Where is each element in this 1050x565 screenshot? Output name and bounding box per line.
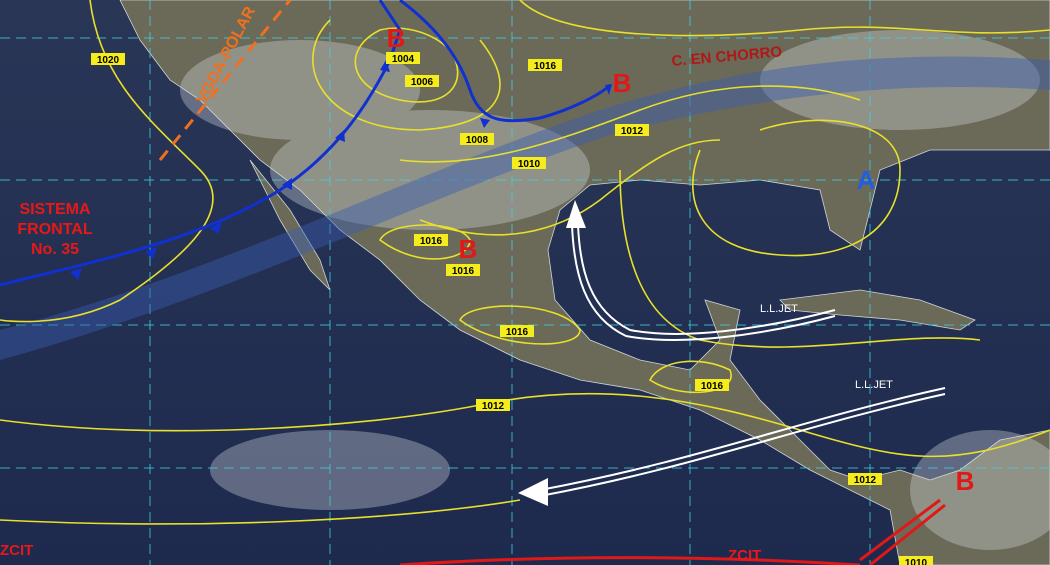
isobar-label: 1012: [621, 126, 644, 137]
low-level-jet-label: L.L.JET: [855, 379, 893, 391]
isobar-label-box: [460, 133, 494, 145]
jet-arrowheads: [518, 200, 586, 506]
itcz-label: ZCIT: [728, 547, 761, 564]
polar-trough-line: [158, 0, 292, 161]
isobar-label-box: [695, 379, 729, 391]
isobar-label: 1016: [420, 236, 443, 247]
isobar-label: 1016: [452, 266, 475, 277]
isobar-label: 1008: [466, 135, 489, 146]
isobar-label-box: [405, 75, 439, 87]
isobar-label-box: [414, 234, 448, 246]
itcz: [399, 498, 946, 565]
low-level-jets: [539, 224, 946, 497]
isobar-label-box: [386, 52, 420, 64]
pressure-center: B: [387, 23, 406, 53]
isobar-label-box: [528, 59, 562, 71]
isobar-label: 1010: [905, 558, 928, 565]
pressure-center: B: [613, 68, 632, 98]
land: [119, 0, 1050, 565]
frontal-system-label: No. 35: [31, 241, 79, 258]
frontal-system-label: FRONTAL: [17, 221, 92, 238]
low-level-jet-label: L.L.JET: [760, 303, 798, 315]
isobar-label-box: [512, 157, 546, 169]
pressure-center: B: [956, 466, 975, 496]
isobar-label-box: [446, 264, 480, 276]
front: [399, 0, 612, 123]
isobar-label: 1010: [518, 159, 541, 170]
pressure-center: B: [459, 234, 478, 264]
isobar-label-box: [91, 53, 125, 65]
frontal-system-label: SISTEMA: [19, 201, 91, 218]
isobar-label: 1016: [534, 61, 557, 72]
clouds: [180, 30, 1050, 550]
isobar-label: 1016: [506, 327, 529, 338]
jet-stream-band: [0, 56, 1050, 360]
isobar-label: 1012: [854, 475, 877, 486]
isobar-label: 1020: [97, 55, 120, 66]
pressure-center: A: [857, 165, 876, 195]
cold-front: [0, 0, 402, 287]
isobar-label: 1006: [411, 77, 434, 88]
isobar-label: 1016: [701, 381, 724, 392]
isobar-label-box: [500, 325, 534, 337]
itcz-label: ZCIT: [0, 542, 33, 559]
isobar-label-box: [848, 473, 882, 485]
isobar-label: 1004: [392, 54, 415, 65]
isobar-label-box: [899, 556, 933, 565]
isobar-label: 1012: [482, 401, 505, 412]
isobar-label-box: [615, 124, 649, 136]
front-triangles: [70, 60, 612, 280]
isobar-label-box: [476, 399, 510, 411]
